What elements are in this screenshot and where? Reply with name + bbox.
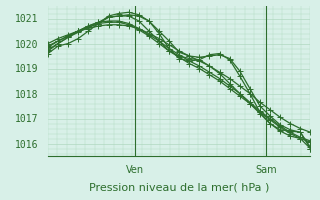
Text: Pression niveau de la mer( hPa ): Pression niveau de la mer( hPa ): [89, 183, 269, 193]
Text: Sam: Sam: [255, 165, 276, 175]
Text: Ven: Ven: [125, 165, 144, 175]
